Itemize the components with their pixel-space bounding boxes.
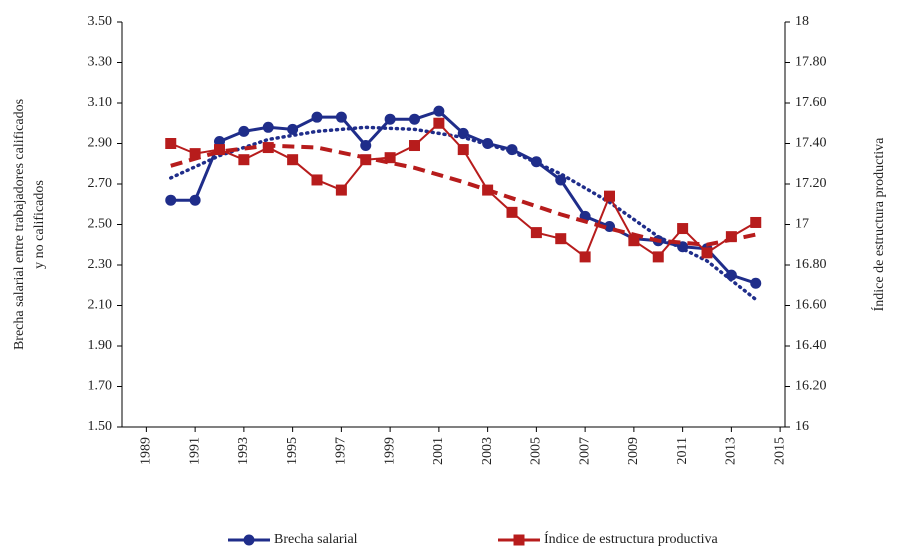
point [579,251,591,263]
point [750,277,762,289]
point [628,235,640,247]
trend-line [170,143,757,247]
legend-marker [243,534,255,546]
point [384,113,396,125]
point [457,127,469,139]
y-tick-label: 2.70 [88,176,113,191]
x-tick-label: 1995 [285,437,300,465]
y-tick-label: 1.90 [88,338,113,353]
x-tick-label: 2003 [480,437,495,465]
point [384,152,396,164]
x-tick-label: 2001 [431,437,446,465]
point [214,144,225,156]
point [530,227,542,239]
point [433,105,445,117]
x-tick-label: 2015 [772,437,787,465]
y-tick-label: 3.50 [88,14,113,29]
point [725,231,737,243]
point [360,140,372,152]
y-tick-label: 2.10 [88,298,113,313]
y-tick-label: 1.50 [88,419,113,434]
y-tick-label: 2.30 [88,257,113,272]
point [604,221,615,233]
point [262,142,274,154]
x-tick-label: 2011 [675,437,690,464]
point [409,140,420,152]
point [530,156,542,168]
legend-label: Índice de estructura productiva [544,530,719,547]
x-tick-label: 1999 [382,437,397,465]
x-tick-label: 2007 [577,437,592,465]
y-tick-label: 2.90 [88,136,113,151]
point [482,138,494,149]
point [506,206,518,218]
y-tick-label: 2.50 [88,217,113,232]
y2-tick-label: 16.80 [795,257,827,272]
x-tick-label: 2009 [626,437,641,465]
point [335,184,347,196]
x-tick-label: 2005 [529,437,544,465]
y2-tick-label: 16 [795,419,809,434]
point [165,138,177,149]
point [725,269,737,281]
y2-tick-label: 16.40 [795,338,827,353]
point [409,113,420,125]
legend-marker [513,534,525,546]
point [335,111,347,123]
y2-axis-title: Índice de estructura productiva [870,137,887,312]
point [287,123,299,135]
point [311,111,323,123]
point [238,125,250,137]
y2-tick-label: 17 [795,217,809,232]
point [360,154,372,166]
point [165,194,177,206]
point [262,121,274,133]
x-tick-label: 2013 [724,437,739,465]
y2-tick-label: 18 [795,14,809,29]
x-tick-label: 1989 [139,437,154,465]
point [701,247,713,259]
point [555,174,567,186]
point [652,251,664,263]
y2-tick-label: 16.60 [795,298,827,313]
point [750,216,762,228]
point [604,190,615,202]
y2-tick-label: 17.80 [795,55,827,70]
point [238,154,250,166]
y2-tick-label: 17.60 [795,95,827,110]
point [433,117,445,129]
point [506,144,518,156]
y2-tick-label: 17.40 [795,136,827,151]
y2-tick-label: 17.20 [795,176,827,191]
point [311,174,323,186]
point [189,194,201,206]
point [189,148,201,160]
point [482,184,494,196]
point [287,154,299,166]
point [555,233,567,245]
legend-label: Brecha salarial [274,532,358,547]
y-tick-label: 3.30 [88,55,113,70]
point [677,223,689,235]
y2-tick-label: 16.20 [795,379,827,394]
point [457,144,469,156]
y-axis-title: Brecha salarial entre trabajadores calif… [12,99,47,350]
y-tick-label: 1.70 [88,379,113,394]
x-tick-label: 1993 [236,437,251,465]
y-tick-label: 3.10 [88,95,113,110]
x-tick-label: 1997 [334,437,349,465]
x-tick-label: 1991 [187,437,202,465]
